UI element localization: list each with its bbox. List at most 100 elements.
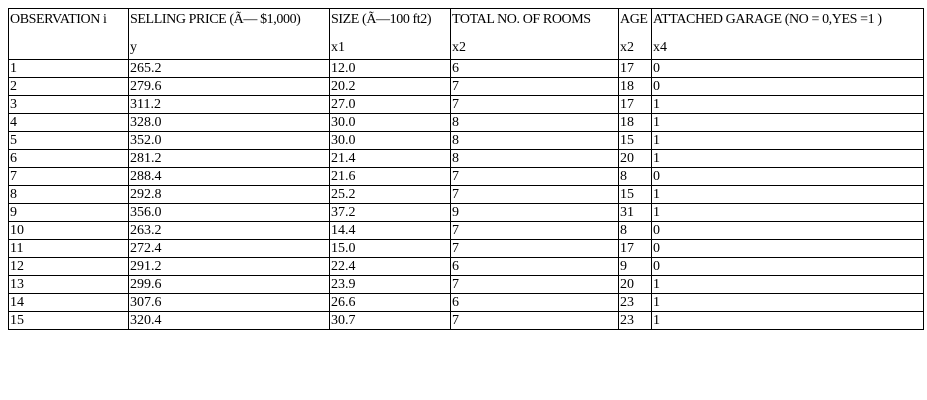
cell-age: 15 xyxy=(618,185,652,204)
cell-observation: 13 xyxy=(8,275,129,294)
cell-age: 31 xyxy=(618,203,652,222)
cell-attached-garage: 1 xyxy=(651,293,924,312)
cell-age: 8 xyxy=(618,167,652,186)
cell-age: 8 xyxy=(618,221,652,240)
cell-age: 9 xyxy=(618,257,652,276)
table-row: 8 292.8 25.2 7 15 1 xyxy=(8,185,924,204)
cell-total-rooms: 7 xyxy=(450,185,619,204)
cell-selling-price: 272.4 xyxy=(128,239,330,258)
cell-attached-garage: 0 xyxy=(651,257,924,276)
header-variable: x1 xyxy=(331,40,345,55)
cell-observation: 10 xyxy=(8,221,129,240)
cell-attached-garage: 1 xyxy=(651,311,924,330)
header-variable: x2 xyxy=(452,40,466,55)
cell-selling-price: 291.2 xyxy=(128,257,330,276)
cell-size: 37.2 xyxy=(329,203,451,222)
header-title: SIZE (Ã—100 ft2) xyxy=(331,12,432,27)
table-row: 12 291.2 22.4 6 9 0 xyxy=(8,257,924,276)
cell-size: 12.0 xyxy=(329,59,451,78)
cell-size: 26.6 xyxy=(329,293,451,312)
cell-total-rooms: 7 xyxy=(450,239,619,258)
cell-attached-garage: 0 xyxy=(651,239,924,258)
cell-size: 21.6 xyxy=(329,167,451,186)
cell-total-rooms: 7 xyxy=(450,77,619,96)
cell-observation: 1 xyxy=(8,59,129,78)
cell-selling-price: 328.0 xyxy=(128,113,330,132)
cell-age: 20 xyxy=(618,149,652,168)
cell-selling-price: 356.0 xyxy=(128,203,330,222)
header-age: AGE x2 xyxy=(618,8,652,60)
cell-attached-garage: 0 xyxy=(651,77,924,96)
table-row: 6 281.2 21.4 8 20 1 xyxy=(8,149,924,168)
header-title: TOTAL NO. OF ROOMS xyxy=(452,12,591,27)
header-variable: x2 xyxy=(620,40,634,55)
housing-data-table: OBSERVATION i SELLING PRICE (Ã— $1,000) … xyxy=(8,8,924,330)
cell-age: 17 xyxy=(618,239,652,258)
cell-age: 18 xyxy=(618,77,652,96)
cell-selling-price: 265.2 xyxy=(128,59,330,78)
header-title: OBSERVATION i xyxy=(10,12,107,27)
cell-size: 21.4 xyxy=(329,149,451,168)
table-row: 1 265.2 12.0 6 17 0 xyxy=(8,59,924,78)
cell-observation: 9 xyxy=(8,203,129,222)
table-row: 13 299.6 23.9 7 20 1 xyxy=(8,275,924,294)
header-variable: y xyxy=(130,40,137,55)
header-variable: x4 xyxy=(653,40,667,55)
cell-attached-garage: 0 xyxy=(651,221,924,240)
cell-total-rooms: 8 xyxy=(450,131,619,150)
cell-size: 27.0 xyxy=(329,95,451,114)
cell-observation: 11 xyxy=(8,239,129,258)
cell-attached-garage: 0 xyxy=(651,167,924,186)
cell-attached-garage: 1 xyxy=(651,113,924,132)
header-title: AGE xyxy=(620,12,648,27)
table-row: 7 288.4 21.6 7 8 0 xyxy=(8,167,924,186)
header-attached-garage: ATTACHED GARAGE (NO = 0,YES =1 ) x4 xyxy=(651,8,924,60)
header-row: OBSERVATION i SELLING PRICE (Ã— $1,000) … xyxy=(8,8,924,60)
table-row: 10 263.2 14.4 7 8 0 xyxy=(8,221,924,240)
table-row: 9 356.0 37.2 9 31 1 xyxy=(8,203,924,222)
cell-total-rooms: 7 xyxy=(450,167,619,186)
cell-selling-price: 311.2 xyxy=(128,95,330,114)
header-size: SIZE (Ã—100 ft2) x1 xyxy=(329,8,451,60)
cell-selling-price: 288.4 xyxy=(128,167,330,186)
cell-observation: 4 xyxy=(8,113,129,132)
cell-total-rooms: 8 xyxy=(450,113,619,132)
cell-size: 30.0 xyxy=(329,131,451,150)
cell-selling-price: 352.0 xyxy=(128,131,330,150)
table-row: 5 352.0 30.0 8 15 1 xyxy=(8,131,924,150)
cell-age: 17 xyxy=(618,59,652,78)
cell-total-rooms: 6 xyxy=(450,59,619,78)
cell-size: 23.9 xyxy=(329,275,451,294)
header-observation: OBSERVATION i xyxy=(8,8,129,60)
header-selling-price: SELLING PRICE (Ã— $1,000) y xyxy=(128,8,330,60)
cell-attached-garage: 1 xyxy=(651,185,924,204)
cell-attached-garage: 1 xyxy=(651,131,924,150)
cell-total-rooms: 8 xyxy=(450,149,619,168)
cell-age: 23 xyxy=(618,311,652,330)
cell-selling-price: 320.4 xyxy=(128,311,330,330)
cell-age: 15 xyxy=(618,131,652,150)
cell-observation: 15 xyxy=(8,311,129,330)
table-row: 11 272.4 15.0 7 17 0 xyxy=(8,239,924,258)
cell-total-rooms: 6 xyxy=(450,257,619,276)
cell-observation: 14 xyxy=(8,293,129,312)
table-row: 3 311.2 27.0 7 17 1 xyxy=(8,95,924,114)
cell-total-rooms: 6 xyxy=(450,293,619,312)
cell-size: 22.4 xyxy=(329,257,451,276)
cell-total-rooms: 9 xyxy=(450,203,619,222)
cell-total-rooms: 7 xyxy=(450,221,619,240)
cell-size: 30.7 xyxy=(329,311,451,330)
table-row: 4 328.0 30.0 8 18 1 xyxy=(8,113,924,132)
cell-selling-price: 292.8 xyxy=(128,185,330,204)
data-table-container: OBSERVATION i SELLING PRICE (Ã— $1,000) … xyxy=(8,8,924,330)
cell-age: 17 xyxy=(618,95,652,114)
header-variable xyxy=(10,39,128,57)
cell-selling-price: 279.6 xyxy=(128,77,330,96)
cell-observation: 3 xyxy=(8,95,129,114)
cell-size: 25.2 xyxy=(329,185,451,204)
cell-observation: 8 xyxy=(8,185,129,204)
cell-attached-garage: 1 xyxy=(651,203,924,222)
cell-age: 20 xyxy=(618,275,652,294)
cell-observation: 12 xyxy=(8,257,129,276)
cell-observation: 2 xyxy=(8,77,129,96)
